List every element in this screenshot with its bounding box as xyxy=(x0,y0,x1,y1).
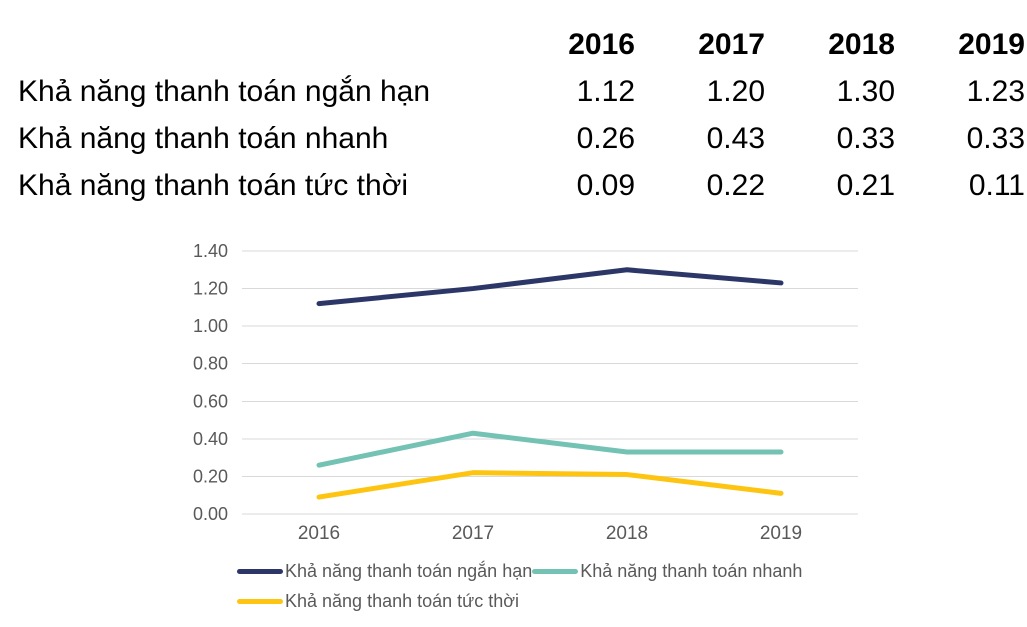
chart-legend: Khả năng thanh toán ngắn hạn Khả năng tha… xyxy=(237,561,849,612)
ratio-value-cell: 0.26 xyxy=(576,121,635,155)
ratio-value-cell: 1.30 xyxy=(836,74,895,108)
legend-label: Khả năng thanh toán ngắn hạn xyxy=(285,561,533,581)
ratio-value-cell: 0.21 xyxy=(836,168,895,202)
y-axis-tick-label: 0.00 xyxy=(193,504,228,524)
legend-item: Khả năng thanh toán tức thời xyxy=(237,591,519,612)
y-axis-tick-label: 0.60 xyxy=(193,391,228,411)
table-row: Khả năng thanh toán nhanh 0.26 0.43 0.33 0.3… xyxy=(0,115,1025,162)
series-line-1 xyxy=(316,430,784,468)
legend-label: Khả năng thanh toán tức thời xyxy=(285,591,520,611)
table-row: Khả năng thanh toán ngắn hạn 1.12 1.20 1.30… xyxy=(0,68,1025,115)
ratio-value-cell: 0.09 xyxy=(576,168,635,202)
x-axis-tick-label: 2018 xyxy=(606,523,648,544)
x-axis-tick-label: 2019 xyxy=(760,523,802,544)
ratio-value-cell: 0.11 xyxy=(968,168,1025,202)
liquidity-line-chart: 0.00 0.20 0.40 0.60 0.80 1.00 1.20 1.40 2016 2017… xyxy=(150,238,874,554)
x-axis-tick-label: 2016 xyxy=(298,523,340,544)
y-axis-tick-label: 0.20 xyxy=(193,466,228,486)
series-line-0 xyxy=(316,267,784,307)
liquidity-ratios-table: 2016 2017 2018 2019 Khả năng thanh toán ngắ… xyxy=(0,21,1025,209)
ratio-value-cell: 1.23 xyxy=(966,74,1025,108)
ratio-value-cell: 0.33 xyxy=(966,121,1025,155)
table-row: Khả năng thanh toán tức thời 0.09 0.22 0.21… xyxy=(0,162,1025,209)
chart-plot-area: 0.00 0.20 0.40 0.60 0.80 1.00 1.20 1.40 2016 2017… xyxy=(193,241,858,544)
ratio-value-cell: 0.33 xyxy=(836,121,895,155)
y-axis-tick-label: 0.80 xyxy=(193,354,228,374)
ratio-row-label: Khả năng thanh toán nhanh xyxy=(18,121,389,155)
ratio-value-cell: 0.43 xyxy=(706,121,765,155)
ratio-value-cell: 1.20 xyxy=(706,74,765,108)
ratio-value-cell: 0.22 xyxy=(706,168,765,202)
legend-line-swatch xyxy=(237,599,283,604)
x-axis-tick-label: 2017 xyxy=(452,523,494,544)
year-column-header: 2016 xyxy=(568,27,635,61)
legend-item: Khả năng thanh toán ngắn hạn xyxy=(237,561,532,582)
year-column-header: 2019 xyxy=(958,27,1025,61)
y-axis-tick-label: 0.40 xyxy=(193,429,228,449)
year-column-header: 2017 xyxy=(698,27,765,61)
legend-line-swatch xyxy=(532,569,579,574)
legend-line-swatch xyxy=(237,569,283,574)
table-header-row: 2016 2017 2018 2019 xyxy=(0,21,1025,68)
legend-label: Khả năng thanh toán nhanh xyxy=(580,561,803,581)
ratio-row-label: Khả năng thanh toán ngắn hạn xyxy=(18,74,431,108)
year-column-header: 2018 xyxy=(828,27,895,61)
y-axis-tick-label: 1.00 xyxy=(193,316,228,336)
ratio-value-cell: 1.12 xyxy=(576,74,635,108)
series-line-2 xyxy=(316,470,784,500)
table-corner-cell xyxy=(0,21,505,68)
y-axis-tick-label: 1.20 xyxy=(193,279,228,299)
y-axis-tick-label: 1.40 xyxy=(193,241,228,261)
ratio-row-label: Khả năng thanh toán tức thời xyxy=(18,168,409,202)
legend-item: Khả năng thanh toán nhanh xyxy=(532,561,802,582)
